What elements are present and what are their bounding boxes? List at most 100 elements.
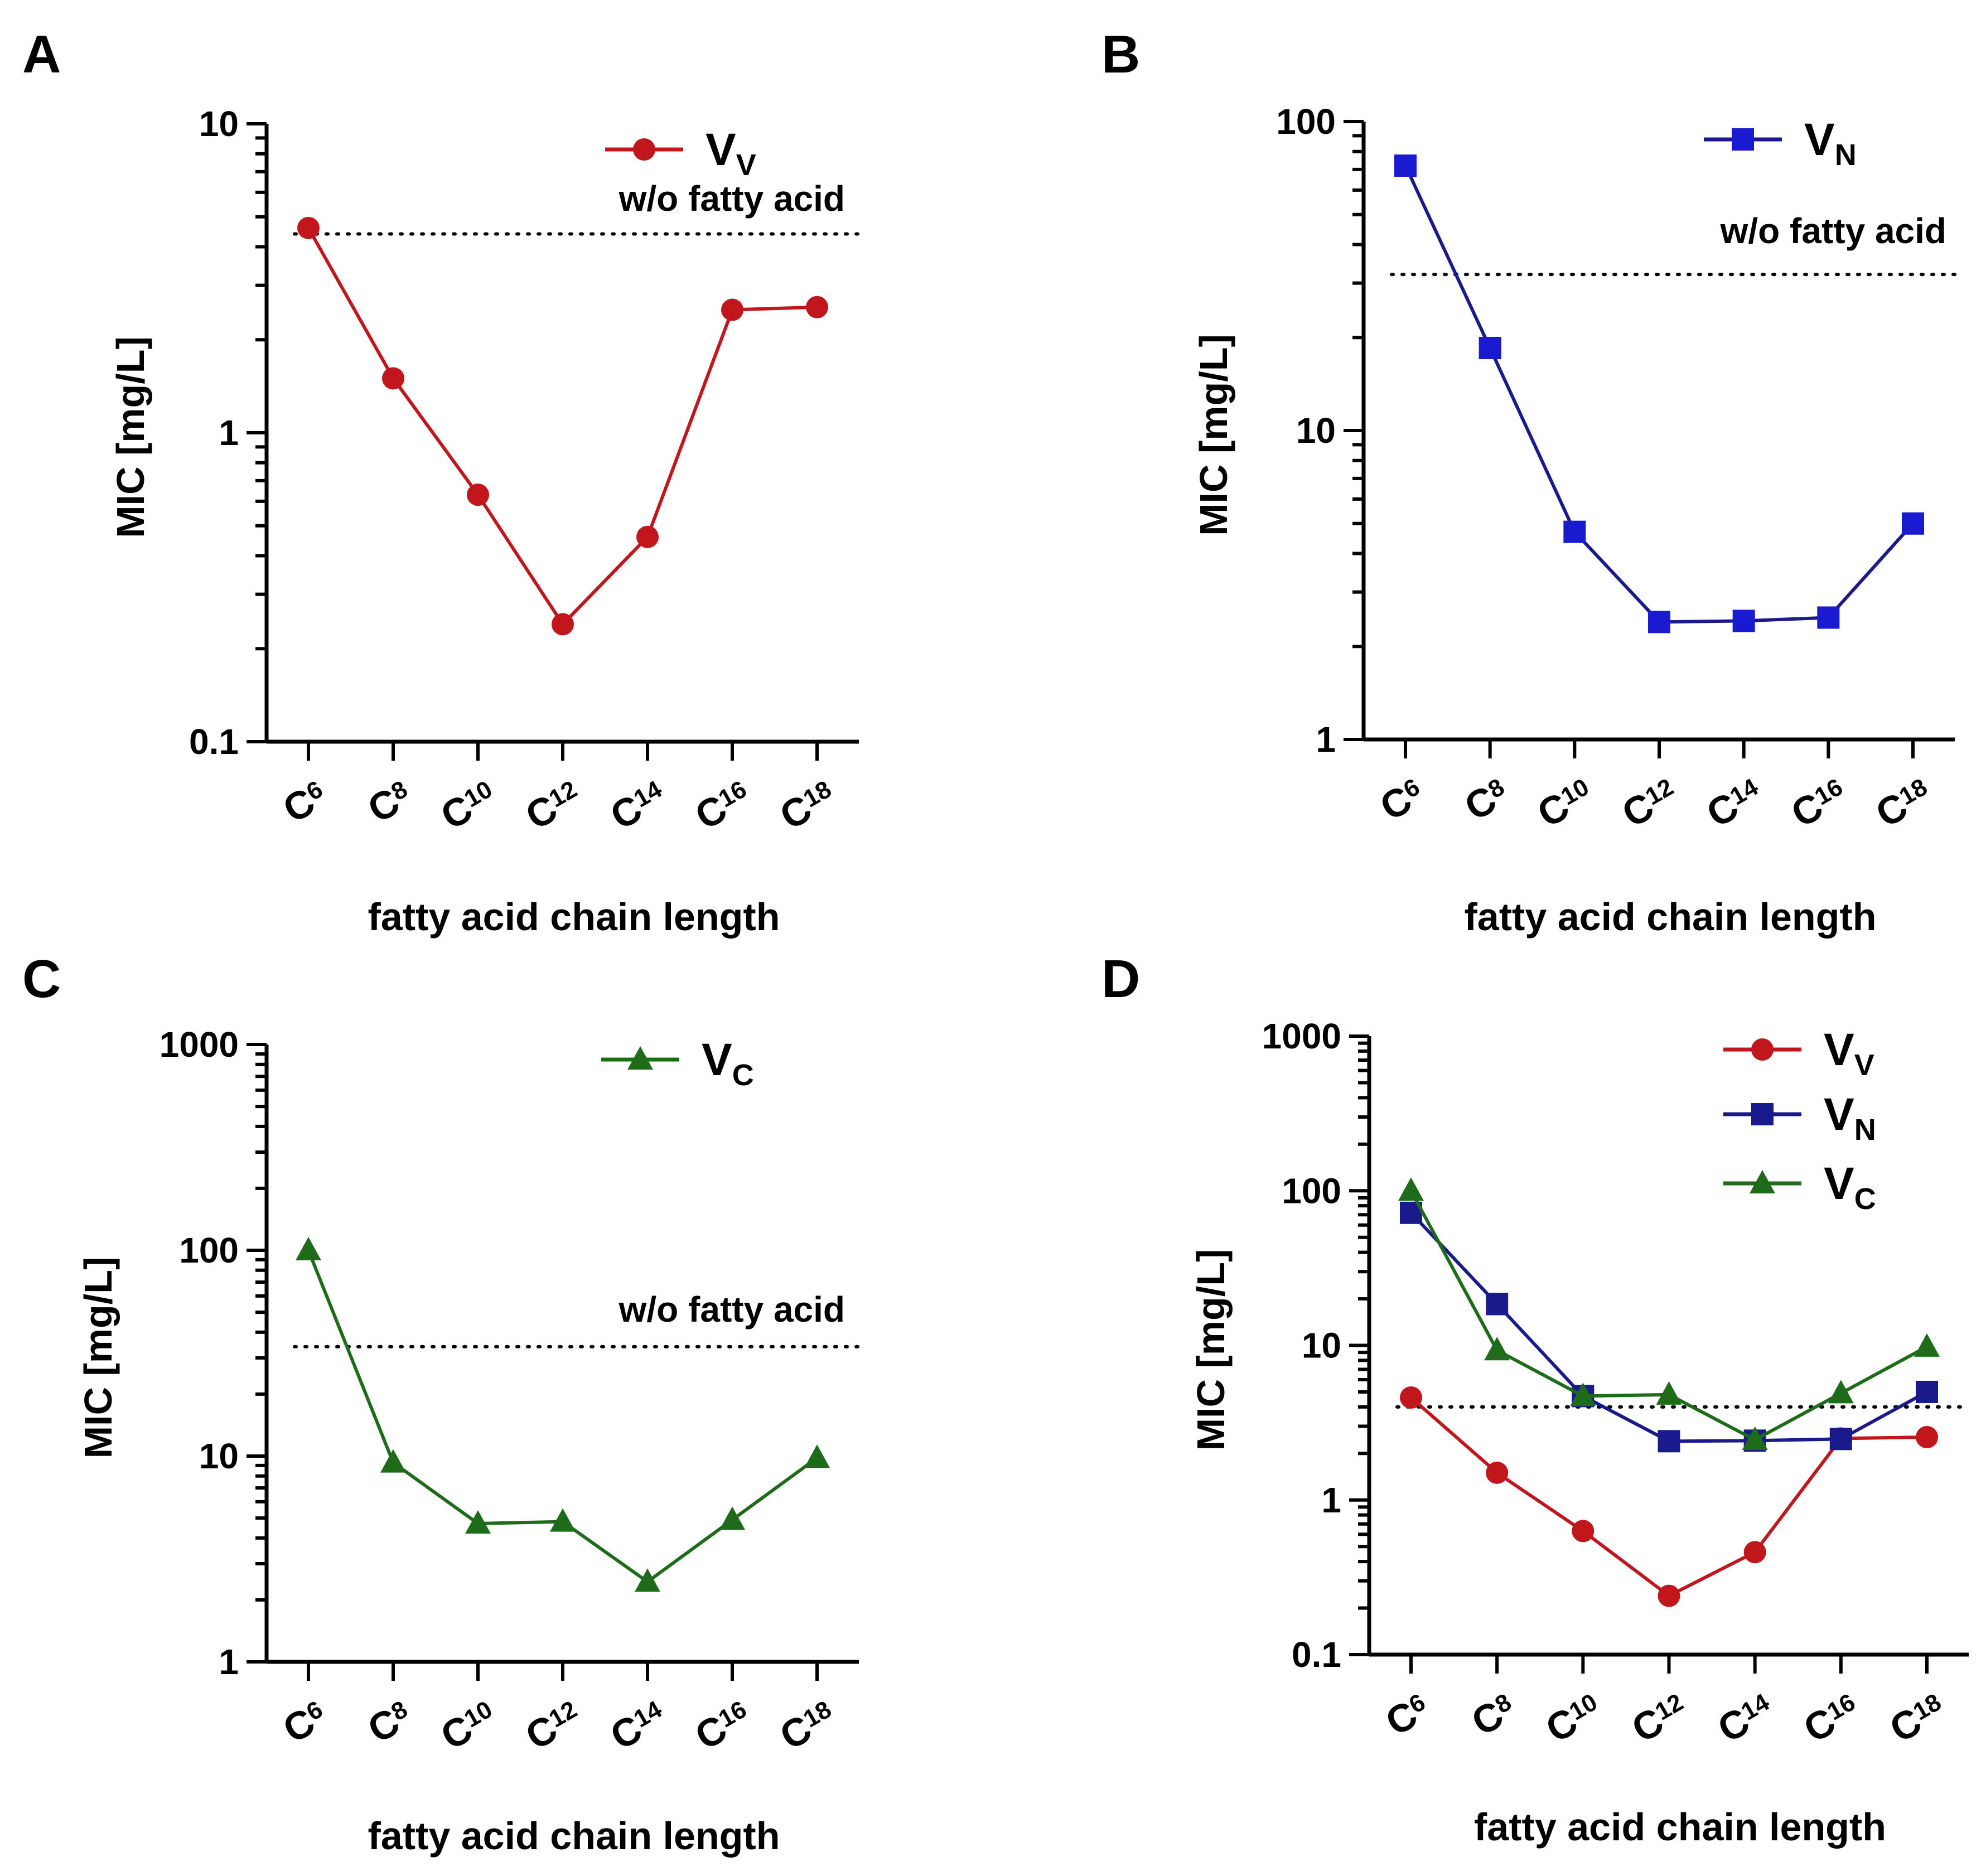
data-point bbox=[1486, 1461, 1509, 1484]
legend-entry: VV bbox=[605, 124, 756, 182]
legend-label: VV bbox=[706, 124, 756, 182]
x-tick-label: C10 bbox=[433, 1693, 503, 1758]
x-tick-label: C12 bbox=[1615, 770, 1684, 835]
y-tick-label: 1000 bbox=[160, 1024, 239, 1065]
data-point bbox=[804, 1444, 830, 1468]
data-point bbox=[806, 296, 828, 318]
series-vv bbox=[297, 216, 828, 636]
panel-c: C 1 10 100 1000 C6 C8 C10 C12 C14 C16 C18 fatty acid… bbox=[22, 949, 861, 1858]
x-tick-label: C14 bbox=[1711, 1685, 1781, 1751]
data-point bbox=[1914, 1333, 1940, 1357]
data-point bbox=[1398, 1177, 1424, 1201]
data-point bbox=[1484, 1337, 1510, 1361]
x-tick-label: C16 bbox=[688, 772, 757, 838]
legend-label: VV bbox=[1824, 1024, 1874, 1082]
y-tick-label: 100 bbox=[1276, 101, 1336, 142]
x-tick-label: C16 bbox=[1796, 1685, 1866, 1751]
data-point bbox=[382, 367, 404, 390]
panel-b: B 1 10 100 C6 C8 C10 C12 C14 C16 C18 fatty acid cha… bbox=[1101, 25, 1956, 939]
data-point bbox=[1916, 1380, 1938, 1403]
panel-a: A 0.1 1 10 C6 C8 C10 C12 C14 C16 C18 fatty acid cha… bbox=[22, 25, 861, 939]
data-point bbox=[1916, 1426, 1938, 1449]
data-point bbox=[1828, 1380, 1854, 1404]
x-axis-label: fatty acid chain length bbox=[1474, 1805, 1886, 1849]
x-tick-label: C8 bbox=[1457, 770, 1515, 829]
y-tick-label: 1 bbox=[219, 1642, 239, 1682]
reference-label: w/o fatty acid bbox=[1720, 211, 1946, 251]
data-point bbox=[1829, 1428, 1852, 1450]
legend-label: VN bbox=[1804, 114, 1857, 172]
data-point bbox=[380, 1449, 406, 1473]
series-vc bbox=[1398, 1177, 1940, 1450]
x-tick-label: C10 bbox=[1539, 1685, 1608, 1751]
legend-entry: VN bbox=[1704, 114, 1857, 172]
legend-entry: VN bbox=[1723, 1089, 1876, 1147]
data-point bbox=[1658, 1584, 1680, 1607]
y-tick-label: 0.1 bbox=[189, 722, 239, 762]
legend-entry: VC bbox=[1723, 1158, 1876, 1216]
panel-letter: B bbox=[1101, 25, 1140, 84]
data-point bbox=[636, 525, 659, 548]
panel-d: D 0.1 1 10 100 1000 C6 C8 C10 C12 C14 C16 C18 fatty a… bbox=[1101, 949, 1970, 1849]
legend-marker bbox=[1750, 1170, 1775, 1193]
data-point bbox=[1658, 1430, 1680, 1453]
x-tick-label: C6 bbox=[276, 772, 334, 831]
y-tick-label: 10 bbox=[1296, 410, 1336, 451]
data-point bbox=[1648, 611, 1670, 634]
series-vn bbox=[1394, 154, 1924, 634]
data-point bbox=[1732, 610, 1755, 632]
series-line bbox=[1409, 1211, 1928, 1443]
x-tick-label: C16 bbox=[688, 1693, 757, 1758]
x-tick-label: C10 bbox=[433, 772, 503, 838]
x-tick-label: C6 bbox=[1373, 770, 1431, 829]
x-tick-label: C6 bbox=[1379, 1685, 1437, 1744]
x-axis-label: fatty acid chain length bbox=[1465, 895, 1877, 939]
x-tick-label: C18 bbox=[1882, 1685, 1952, 1751]
data-point bbox=[1486, 1293, 1509, 1316]
x-tick-label: C12 bbox=[518, 1693, 588, 1758]
series-vc bbox=[296, 1237, 830, 1592]
y-tick-label: 10 bbox=[199, 1436, 239, 1476]
y-tick-label: 1 bbox=[219, 413, 239, 453]
x-tick-label: C12 bbox=[518, 772, 588, 838]
data-point bbox=[719, 1506, 745, 1530]
x-tick-label: C8 bbox=[361, 1693, 419, 1751]
data-point bbox=[1394, 154, 1417, 177]
x-tick-label: C10 bbox=[1530, 770, 1600, 835]
x-tick-label: C18 bbox=[772, 772, 842, 838]
data-point bbox=[1478, 336, 1501, 359]
legend-label: VC bbox=[702, 1034, 754, 1092]
x-axis-label: fatty acid chain length bbox=[368, 1814, 780, 1858]
data-point bbox=[1743, 1541, 1766, 1564]
y-axis-label: MIC [mg/L] bbox=[109, 336, 152, 538]
data-point bbox=[1572, 1520, 1595, 1543]
reference-label: w/o fatty acid bbox=[619, 178, 845, 219]
x-axis-label: fatty acid chain length bbox=[368, 895, 780, 939]
series-vn bbox=[1400, 1201, 1938, 1453]
y-tick-label: 10 bbox=[199, 104, 239, 144]
x-tick-label: C8 bbox=[361, 772, 419, 831]
y-axis-label: MIC [mg/L] bbox=[1192, 334, 1235, 536]
x-tick-label: C12 bbox=[1625, 1685, 1694, 1751]
data-point bbox=[1817, 606, 1840, 629]
y-tick-label: 1 bbox=[1321, 1480, 1341, 1520]
y-tick-label: 1 bbox=[1316, 719, 1336, 760]
legend-marker bbox=[1732, 128, 1754, 151]
x-tick-label: C14 bbox=[603, 772, 673, 838]
x-tick-label: C18 bbox=[1868, 770, 1938, 835]
reference-label: w/o fatty acid bbox=[619, 1289, 845, 1329]
series-line bbox=[307, 227, 818, 626]
data-point bbox=[1742, 1426, 1768, 1450]
legend-label: VC bbox=[1824, 1158, 1876, 1216]
legend-marker bbox=[633, 138, 655, 161]
x-tick-label: C18 bbox=[772, 1693, 842, 1758]
y-tick-label: 100 bbox=[1282, 1171, 1341, 1211]
panel-letter: C bbox=[22, 949, 61, 1009]
data-point bbox=[1563, 520, 1586, 543]
y-tick-label: 100 bbox=[179, 1230, 239, 1270]
legend-marker bbox=[627, 1046, 653, 1070]
data-point bbox=[1902, 512, 1924, 535]
x-tick-label: C14 bbox=[603, 1693, 673, 1758]
series-line bbox=[1410, 1396, 1927, 1598]
